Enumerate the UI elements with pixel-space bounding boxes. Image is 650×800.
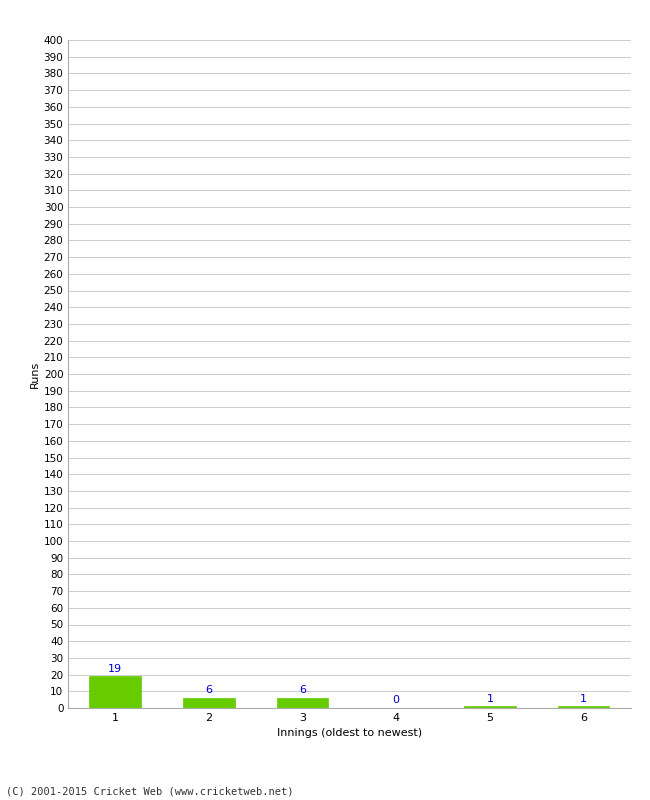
Text: (C) 2001-2015 Cricket Web (www.cricketweb.net): (C) 2001-2015 Cricket Web (www.cricketwe… xyxy=(6,786,294,796)
Text: 19: 19 xyxy=(108,664,122,674)
Bar xyxy=(183,698,235,708)
Bar xyxy=(89,676,141,708)
X-axis label: Innings (oldest to newest): Innings (oldest to newest) xyxy=(277,729,422,738)
Text: 1: 1 xyxy=(486,694,493,704)
Text: 6: 6 xyxy=(299,686,306,695)
Bar xyxy=(558,706,610,708)
Bar xyxy=(277,698,328,708)
Text: 1: 1 xyxy=(580,694,587,704)
Bar xyxy=(464,706,515,708)
Y-axis label: Runs: Runs xyxy=(29,360,40,388)
Text: 0: 0 xyxy=(393,695,400,706)
Text: 6: 6 xyxy=(205,686,213,695)
